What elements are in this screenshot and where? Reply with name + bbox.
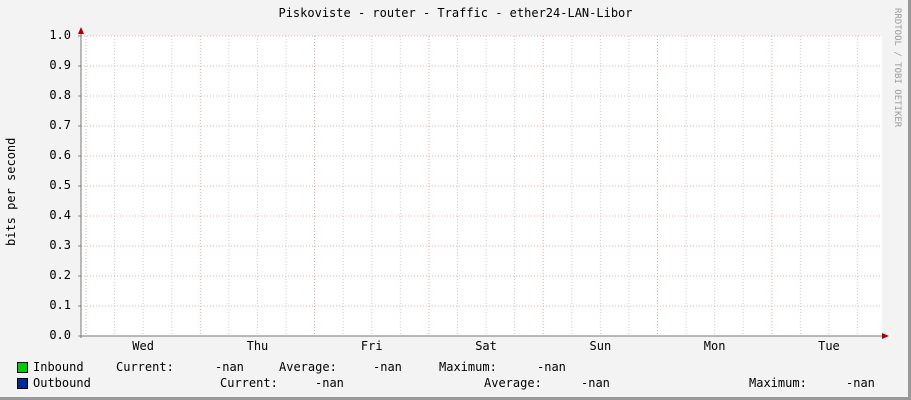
outbound-maximum: -nan — [846, 376, 875, 390]
y-tick-label: 0.3 — [49, 238, 71, 252]
outbound-swatch — [17, 378, 28, 389]
outbound-maximum-label: Maximum: — [749, 376, 807, 390]
x-tick-label: Fri — [360, 339, 383, 353]
inbound-current-label: Current: — [116, 360, 174, 374]
y-tick-label: 0.1 — [49, 298, 71, 312]
inbound-maximum-label: Maximum: — [439, 360, 497, 374]
x-axis-arrow — [882, 333, 889, 339]
legend-inbound-label: Inbound — [33, 360, 84, 374]
x-tick-label: Tue — [818, 339, 840, 353]
x-tick-label: Thu — [246, 339, 269, 353]
inbound-maximum: -nan — [537, 360, 566, 374]
inbound-current: -nan — [215, 360, 244, 374]
chart-title: Piskoviste - router - Traffic - ether24-… — [278, 6, 633, 20]
plot-background — [81, 36, 882, 336]
y-tick-label: 0.6 — [49, 148, 71, 162]
y-tick-label: 0.7 — [49, 118, 71, 132]
outbound-current: -nan — [315, 376, 344, 390]
y-axis-arrow — [78, 27, 84, 34]
outbound-average-label: Average: — [484, 376, 542, 390]
x-tick-label: Mon — [703, 339, 726, 353]
y-tick-label: 0.0 — [49, 328, 71, 342]
y-tick-label: 1.0 — [49, 28, 71, 42]
y-tick-label: 0.8 — [49, 88, 71, 102]
x-tick-label: Sun — [589, 339, 612, 353]
x-tick-label: Wed — [132, 339, 154, 353]
outbound-average: -nan — [581, 376, 610, 390]
legend-outbound-label: Outbound — [33, 376, 91, 390]
x-tick-label: Sat — [475, 339, 497, 353]
inbound-swatch — [17, 362, 28, 373]
y-tick-label: 0.4 — [49, 208, 71, 222]
inbound-average: -nan — [373, 360, 402, 374]
y-tick-label: 0.9 — [49, 58, 71, 72]
outbound-current-label: Current: — [220, 376, 278, 390]
y-tick-label: 0.2 — [49, 268, 71, 282]
inbound-average-label: Average: — [279, 360, 337, 374]
y-tick-label: 0.5 — [49, 178, 71, 192]
